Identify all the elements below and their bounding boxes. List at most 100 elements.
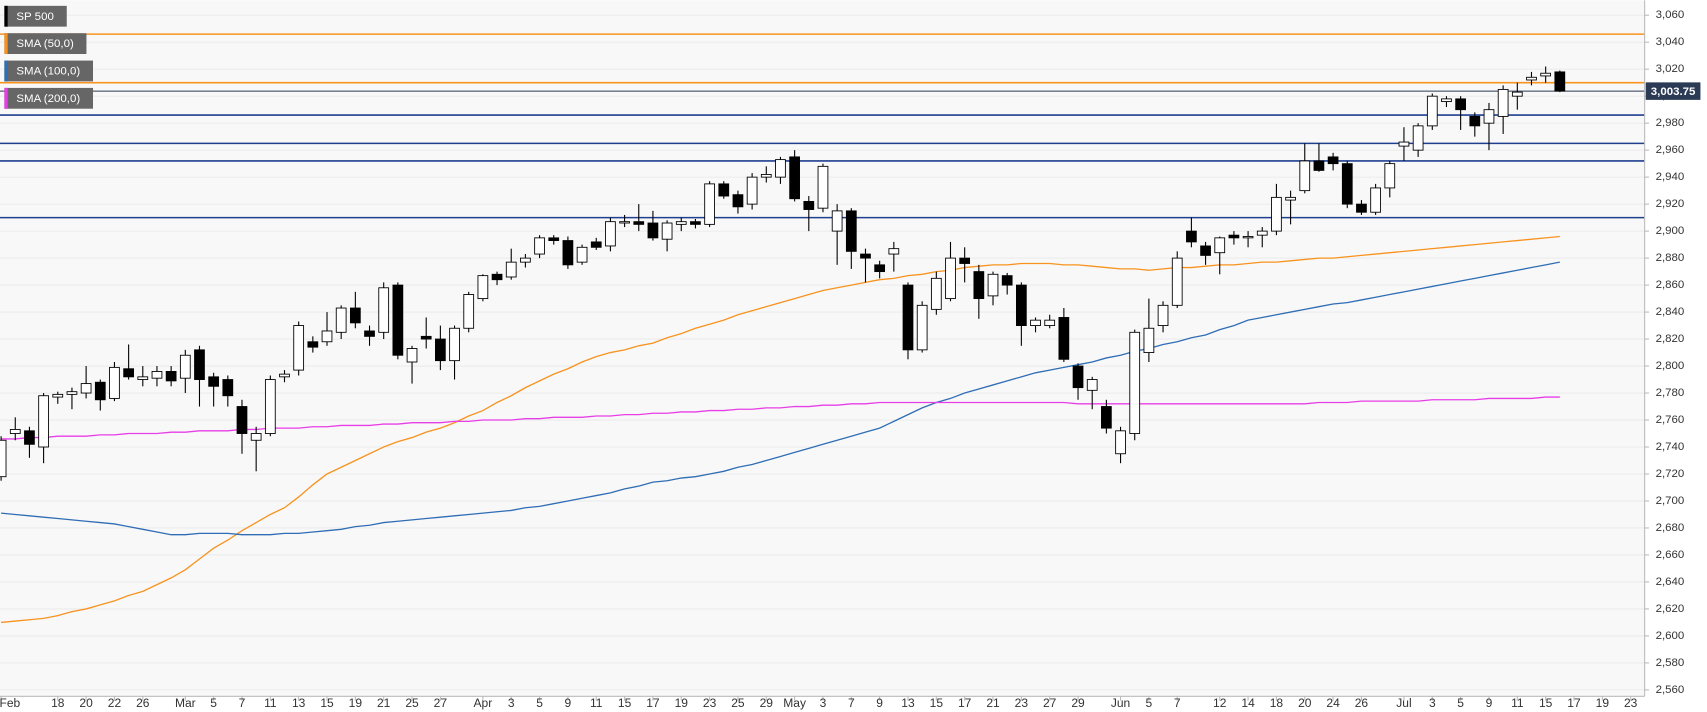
- candle-body: [194, 349, 205, 380]
- candle-body: [661, 222, 673, 240]
- x-tick-label: 20: [1298, 696, 1312, 710]
- legend-swatch: [4, 5, 8, 27]
- candle-body: [675, 221, 687, 225]
- candle-body: [831, 210, 843, 232]
- x-tick-label: 24: [1326, 696, 1340, 710]
- candle-body: [789, 156, 800, 200]
- x-tick-label: 17: [1567, 696, 1581, 710]
- candle-body: [576, 246, 588, 263]
- candle-body: [690, 221, 701, 225]
- candle-body: [420, 335, 432, 340]
- candle-body: [80, 383, 92, 394]
- candle-body: [1412, 125, 1424, 151]
- candle-body: [477, 275, 489, 300]
- x-tick-label: 15: [1539, 696, 1553, 710]
- candle-body: [123, 368, 134, 378]
- x-tick-label: 26: [1355, 696, 1369, 710]
- x-tick-label: 27: [434, 696, 448, 710]
- candle-body: [1171, 257, 1183, 306]
- legend-box: [4, 60, 94, 82]
- y-tick-label: 2,720: [1656, 468, 1685, 480]
- x-tick-label: 15: [320, 696, 334, 710]
- sma-line: [1, 235, 1560, 624]
- x-tick-label: 7: [848, 696, 855, 710]
- candle-body: [1441, 98, 1452, 103]
- candle-body: [264, 379, 276, 434]
- candle-body: [1044, 319, 1056, 327]
- x-tick-label: 19: [675, 696, 689, 710]
- candle-body: [435, 338, 446, 362]
- x-tick-label: 25: [731, 696, 745, 710]
- x-tick-label: 7: [239, 696, 246, 710]
- candle-body: [321, 330, 333, 343]
- candle-body: [1469, 115, 1481, 127]
- candle-body: [817, 165, 829, 209]
- candle-body: [491, 273, 503, 281]
- candle-body: [1200, 245, 1211, 256]
- candle-body: [987, 273, 999, 297]
- x-tick-label: Feb: [0, 696, 21, 710]
- candle-body: [534, 237, 545, 255]
- candle-body: [1554, 71, 1566, 92]
- y-tick-label: 2,780: [1656, 387, 1685, 399]
- candle-body: [151, 371, 163, 379]
- candle-body: [860, 253, 871, 259]
- candle-body: [520, 257, 531, 263]
- candle-body: [732, 194, 744, 208]
- candle-body: [1540, 72, 1552, 77]
- x-tick-label: 23: [1015, 696, 1029, 710]
- x-tick-label: 26: [136, 696, 150, 710]
- x-tick-label: 5: [1457, 696, 1464, 710]
- x-tick-label: 27: [1043, 696, 1057, 710]
- candle-body: [874, 264, 886, 273]
- candle-body: [335, 307, 347, 333]
- candle-body: [1285, 196, 1296, 201]
- x-tick-label: 3: [508, 696, 515, 710]
- x-tick-label: 18: [51, 696, 65, 710]
- x-tick-label: 17: [646, 696, 660, 710]
- x-tick-label: 13: [901, 696, 915, 710]
- x-tick-label: 18: [1270, 696, 1284, 710]
- x-tick-label: 21: [377, 696, 391, 710]
- x-tick-label: 11: [1511, 696, 1524, 710]
- y-tick-label: 2,960: [1656, 144, 1685, 156]
- x-tick-label: 11: [590, 696, 603, 710]
- x-tick-label: Apr: [474, 696, 493, 710]
- candle-body: [1101, 406, 1112, 429]
- x-tick-label: 7: [1174, 696, 1181, 710]
- candle-body: [973, 271, 985, 300]
- x-tick-label: 13: [292, 696, 306, 710]
- candle-body: [1030, 319, 1041, 327]
- candle-body: [1058, 317, 1070, 360]
- candle-body: [1398, 141, 1410, 147]
- legend-box: [4, 5, 67, 27]
- x-tick-label: 23: [703, 696, 717, 710]
- candle-body: [1313, 160, 1325, 171]
- candle-body: [1426, 95, 1438, 127]
- legend-label: SP 500: [16, 11, 53, 23]
- x-tick-label: 5: [210, 696, 217, 710]
- candle-body: [1228, 234, 1240, 239]
- x-tick-label: 3: [820, 696, 827, 710]
- candle-body: [1526, 76, 1537, 81]
- candle-body: [1511, 91, 1523, 97]
- y-tick-label: 2,920: [1656, 198, 1685, 210]
- x-tick-label: 11: [264, 696, 277, 710]
- candle-body: [746, 176, 758, 205]
- candle-body: [293, 325, 305, 371]
- candle-body: [1356, 203, 1367, 213]
- y-tick-label: 2,680: [1656, 522, 1685, 534]
- candle-body: [378, 287, 390, 333]
- x-tick-label: 5: [1146, 696, 1153, 710]
- x-tick-label: Mar: [175, 696, 196, 710]
- candle-body: [307, 341, 319, 348]
- x-tick-label: 19: [1596, 696, 1610, 710]
- candle-body: [704, 183, 715, 225]
- x-tick-label: 14: [1241, 696, 1255, 710]
- y-tick-label: 2,700: [1656, 495, 1685, 507]
- x-tick-label: 19: [349, 696, 363, 710]
- candle-body: [1256, 230, 1268, 236]
- x-tick-label: 22: [108, 696, 122, 710]
- candle-body: [1370, 187, 1381, 213]
- x-tick-label: 3: [1429, 696, 1436, 710]
